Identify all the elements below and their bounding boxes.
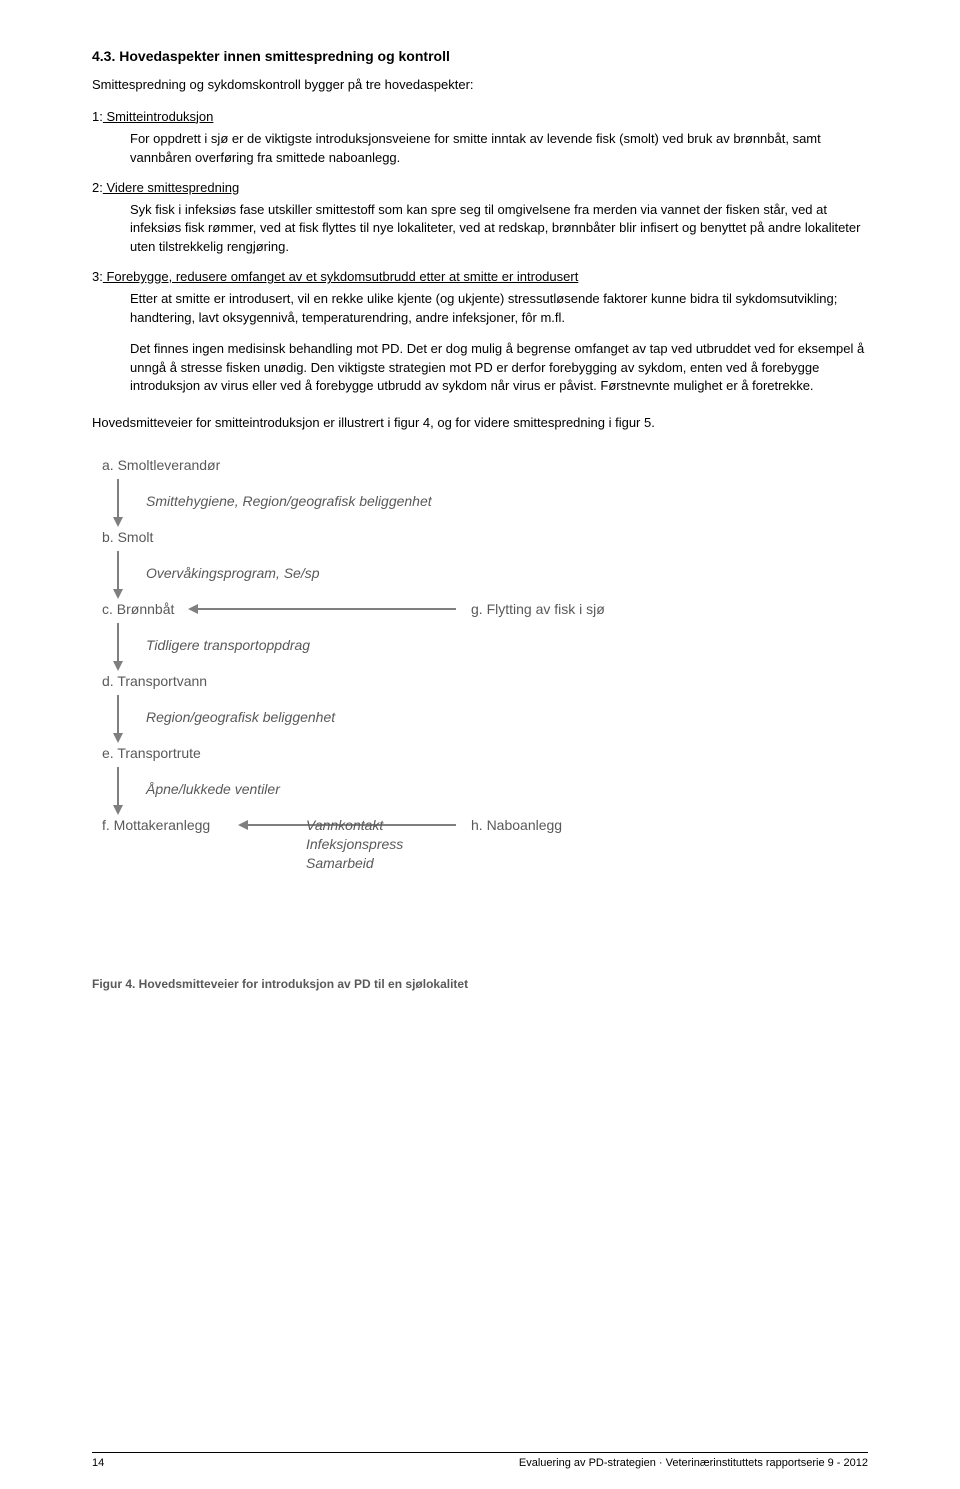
diagram-annotation: Vannkontakt — [306, 817, 383, 835]
subsection-3-paragraph-2: Det finnes ingen medisinsk behandling mo… — [130, 340, 868, 397]
diagram-node: b. Smolt — [102, 529, 153, 545]
subsection-2-title: Videre smittespredning — [103, 180, 239, 195]
diagram-annotation: Samarbeid — [306, 855, 374, 873]
diagram-node: a. Smoltleverandør — [102, 457, 220, 473]
diagram-annotation: Tidligere transportoppdrag — [146, 637, 310, 655]
subsection-2-label: 2: Videre smittespredning — [92, 180, 868, 195]
diagram-annotation: Infeksjonspress — [306, 836, 403, 854]
diagram-annotation: Åpne/lukkede ventiler — [146, 781, 280, 799]
diagram-annotation: Region/geografisk beliggenhet — [146, 709, 335, 727]
footer-right-text: Evaluering av PD-strategien · Veterinæri… — [519, 1457, 868, 1469]
figure-4-diagram: a. Smoltleverandør b. Smolt c. Brønnbåt d. … — [96, 457, 716, 887]
page-number: 14 — [92, 1457, 104, 1469]
figure-4-caption: Figur 4. Hovedsmitteveier for introduksj… — [92, 977, 868, 991]
diagram-node: h. Naboanlegg — [471, 817, 562, 833]
subsection-1-paragraph: For oppdrett i sjø er de viktigste intro… — [130, 130, 868, 168]
diagram-node: g. Flytting av fisk i sjø — [471, 601, 605, 617]
subsection-3-paragraph-1: Etter at smitte er introdusert, vil en r… — [130, 290, 868, 328]
diagram-node: e. Transportrute — [102, 745, 201, 761]
diagram-annotation: Smittehygiene, Region/geografisk beligge… — [146, 493, 432, 511]
subsection-1-title: Smitteintroduksjon — [103, 109, 214, 124]
diagram-annotation: Overvåkingsprogram, Se/sp — [146, 565, 320, 583]
intro-text: Smittespredning og sykdomskontroll bygge… — [92, 76, 868, 95]
subsection-3-title: Forebygge, redusere omfanget av et sykdo… — [103, 269, 578, 284]
subsection-1-label: 1: Smitteintroduksjon — [92, 109, 868, 124]
diagram-node: c. Brønnbåt — [102, 601, 174, 617]
page-footer: 14 Evaluering av PD-strategien · Veterin… — [92, 1452, 868, 1469]
subsection-2-num: 2: — [92, 180, 103, 195]
subsection-3-num: 3: — [92, 269, 103, 284]
diagram-node: d. Transportvann — [102, 673, 207, 689]
subsection-1-num: 1: — [92, 109, 103, 124]
summary-paragraph: Hovedsmitteveier for smitteintroduksjon … — [92, 414, 868, 433]
section-heading: 4.3. Hovedaspekter innen smittespredning… — [92, 48, 868, 64]
diagram-node: f. Mottakeranlegg — [102, 817, 210, 833]
subsection-2-paragraph: Syk fisk i infeksiøs fase utskiller smit… — [130, 201, 868, 258]
subsection-3-label: 3: Forebygge, redusere omfanget av et sy… — [92, 269, 868, 284]
